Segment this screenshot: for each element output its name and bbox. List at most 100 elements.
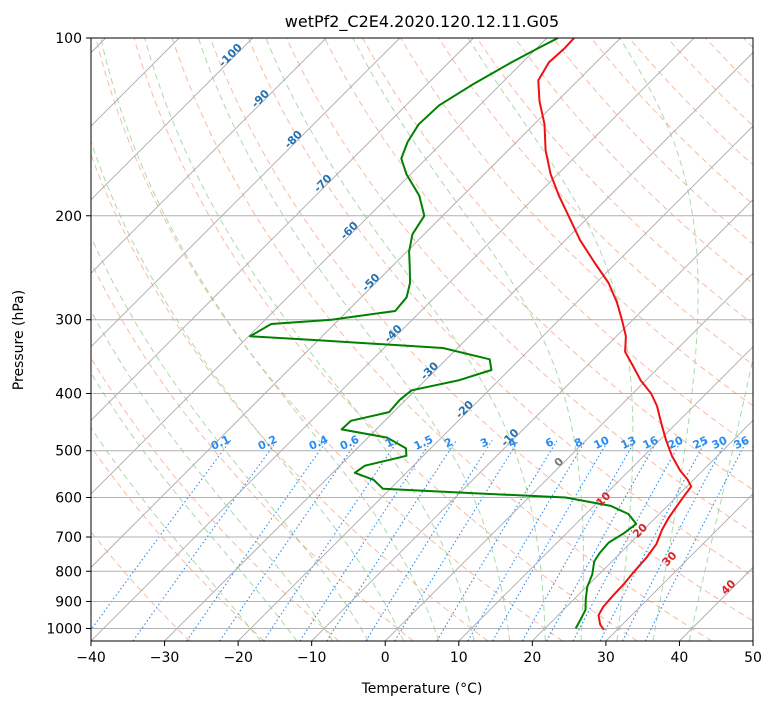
- mixing-ratio-label: 1.5: [412, 433, 435, 453]
- isotherm-line: [458, 346, 753, 641]
- dry-adiabat: [552, 38, 753, 245]
- y-tick-label: 700: [55, 530, 82, 546]
- mixing-ratio-line: [644, 440, 748, 641]
- mixing-ratio-line: [263, 439, 399, 641]
- x-tick-label: 20: [523, 650, 541, 666]
- mixing-ratio-label: 20: [666, 434, 686, 452]
- x-axis: −40 −30 −20 −10 0 10 20 30 40 50: [76, 641, 762, 666]
- profile-lines: [249, 38, 693, 631]
- isotherm-line: [91, 38, 253, 201]
- mixing-ratio-label: 36: [732, 434, 752, 452]
- mixing-ratio-label: 10: [592, 434, 612, 452]
- moist-adiabat: [91, 140, 405, 641]
- dry-adiabat: [590, 38, 753, 205]
- dry-adiabat: [324, 38, 753, 491]
- moist-adiabat-label: 30: [660, 549, 680, 569]
- dry-adiabat: [285, 38, 753, 534]
- moist-adiabat: [688, 356, 753, 641]
- isotherm-line: [91, 38, 401, 348]
- mixing-ratio-label: 25: [691, 434, 710, 452]
- x-tick-label: −20: [223, 650, 253, 666]
- dry-adiabat: [91, 530, 191, 641]
- mixing-ratio-label: 13: [619, 434, 638, 452]
- isotherm-line: [605, 493, 753, 641]
- dry-adiabat: [91, 445, 265, 641]
- moist-adiabat: [91, 371, 298, 641]
- x-tick-label: −40: [76, 650, 106, 666]
- dry-adiabat: [705, 38, 753, 88]
- mixing-ratio-line: [546, 440, 658, 641]
- y-tick-label: 600: [55, 490, 82, 506]
- isotherm-line: [532, 419, 753, 641]
- mixing-ratio-label: 16: [641, 434, 661, 452]
- moist-adiabat: [144, 38, 475, 641]
- y-axis-label: Pressure (hPa): [11, 290, 27, 390]
- mixing-ratio-label: 30: [710, 434, 730, 452]
- mixing-ratio-label: 0.1: [209, 433, 232, 453]
- x-tick-label: 0: [381, 650, 390, 666]
- plot-frame: [90, 37, 754, 642]
- gridlines: [91, 38, 753, 629]
- mixing-ratio-line: [186, 439, 328, 641]
- moist-adiabat: [197, 38, 511, 641]
- moist-adiabat: [352, 38, 584, 641]
- x-axis-label: Temperature (°C): [361, 681, 483, 697]
- isotherm-line: [91, 38, 474, 421]
- dry-adiabat: [209, 38, 753, 622]
- isotherm-line: [91, 38, 548, 495]
- mixing-ratio-label: 1: [383, 435, 395, 450]
- moist-adiabat: [265, 38, 546, 641]
- mixing-ratio-line: [522, 440, 636, 641]
- dry-adiabat: [628, 38, 753, 166]
- mixing-ratio-line: [599, 440, 707, 641]
- isotherm-label: -100: [216, 41, 245, 70]
- mixing-ratio-line: [394, 440, 520, 641]
- dry-adiabat: [133, 38, 638, 641]
- dry-adiabat: [91, 153, 489, 641]
- mixing-ratio-label: 6: [543, 435, 556, 450]
- mixing-ratio-line: [436, 440, 558, 641]
- mixing-ratio-line: [219, 439, 359, 641]
- y-tick-label: 300: [55, 313, 82, 329]
- isotherm-line: [752, 640, 753, 641]
- x-tick-label: 50: [744, 650, 762, 666]
- mixing-ratio-label: 3: [478, 435, 490, 450]
- temperature-profile-line: [537, 38, 693, 631]
- y-tick-label: 1000: [46, 621, 82, 637]
- dry-adiabat: [91, 261, 414, 641]
- y-tick-label: 100: [55, 31, 82, 47]
- mixing-ratio-line: [91, 439, 232, 631]
- isotherm-label: -20: [453, 398, 476, 421]
- background-lines: [91, 38, 753, 641]
- dry-adiabat: [514, 38, 753, 285]
- mixing-ratio-line: [326, 439, 457, 641]
- isotherm-label: -60: [338, 219, 361, 242]
- x-tick-label: 30: [597, 650, 615, 666]
- isotherm-label: -40: [382, 322, 405, 345]
- isotherm-label: -80: [282, 128, 305, 151]
- moist-adiabat-label: 20: [630, 521, 650, 541]
- mixing-ratio-label: 0.2: [256, 433, 279, 453]
- moist-adiabat: [91, 235, 369, 641]
- y-tick-label: 800: [55, 564, 82, 580]
- dry-adiabat: [400, 38, 753, 407]
- mixing-ratio-label: 0.6: [338, 433, 361, 453]
- x-tick-label: 40: [671, 650, 689, 666]
- isotherm-line: [384, 272, 753, 641]
- dry-adiabat: [743, 38, 753, 49]
- mixing-ratio-line: [467, 440, 587, 641]
- isotherm-label: -90: [249, 87, 272, 110]
- moist-adiabat: [91, 426, 262, 641]
- isotherm-line: [311, 199, 753, 641]
- mixing-ratio-line: [622, 440, 727, 641]
- y-tick-label: 400: [55, 387, 82, 403]
- mixing-ratio-line: [492, 440, 609, 641]
- mixing-ratio-line: [299, 439, 433, 641]
- dry-adiabat: [171, 38, 713, 641]
- y-tick-label: 500: [55, 444, 82, 460]
- moist-adiabat: [619, 38, 699, 641]
- dry-adiabat: [667, 38, 753, 127]
- dewpoint-profile-line: [249, 38, 638, 629]
- mixing-ratio-line: [132, 439, 278, 641]
